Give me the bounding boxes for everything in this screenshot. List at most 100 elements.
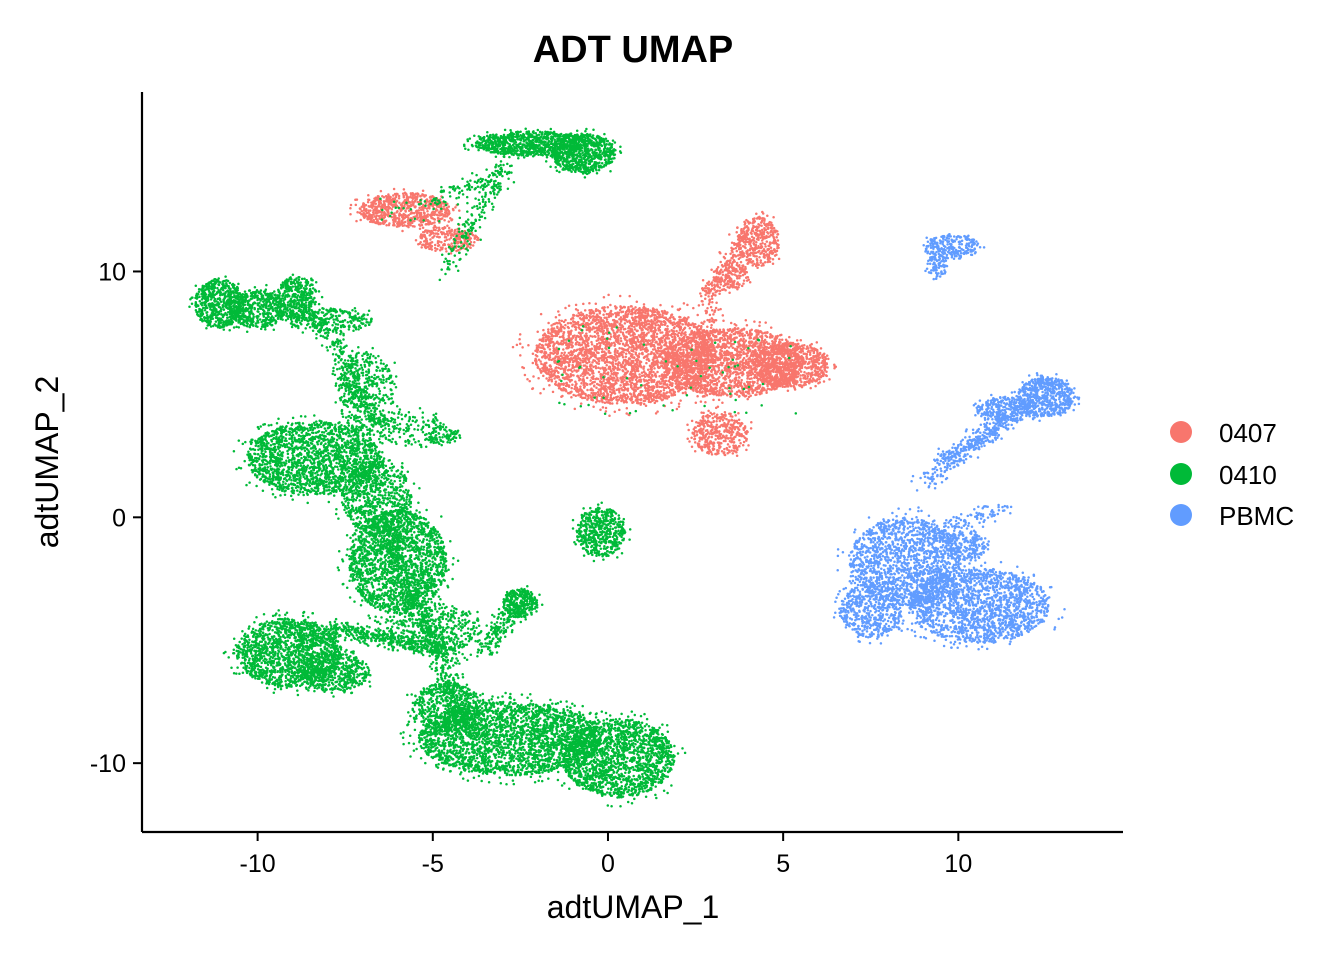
scatter-point: [673, 352, 677, 356]
scatter-point: [662, 349, 666, 352]
scatter-point: [593, 320, 596, 323]
scatter-point: [553, 342, 556, 346]
scatter-point: [385, 200, 388, 203]
scatter-point: [429, 244, 433, 248]
scatter-point: [678, 338, 682, 341]
scatter-point: [621, 347, 624, 351]
scatter-point: [518, 333, 522, 336]
scatter-point: [745, 324, 749, 327]
scatter-point: [562, 348, 565, 351]
scatter-point: [658, 315, 662, 319]
scatter-point: [469, 240, 473, 244]
scatter-point: [666, 311, 669, 314]
scatter-point: [684, 331, 687, 334]
scatter-point: [608, 398, 612, 402]
scatter-point: [580, 347, 584, 351]
scatter-point: [550, 340, 554, 343]
scatter-point: [550, 378, 553, 381]
scatter-point: [387, 212, 390, 216]
scatter-point: [550, 352, 554, 355]
scatter-point: [360, 205, 364, 209]
scatter-point: [624, 371, 627, 375]
scatter-point: [615, 401, 619, 405]
scatter-point: [701, 364, 704, 368]
scatter-point: [637, 340, 640, 344]
scatter-point: [694, 322, 697, 326]
scatter-point: [652, 360, 655, 363]
scatter-point: [463, 239, 467, 243]
scatter-point: [542, 347, 546, 350]
scatter-point: [632, 307, 635, 311]
scatter-point: [578, 316, 582, 320]
scatter-point: [385, 195, 388, 198]
scatter-point: [654, 361, 658, 364]
scatter-point: [402, 221, 405, 224]
scatter-point: [552, 347, 555, 350]
scatter-point: [657, 327, 660, 330]
scatter-point: [613, 319, 616, 323]
scatter-point: [614, 354, 618, 357]
scatter-point: [697, 324, 701, 328]
scatter-point: [603, 306, 606, 309]
scatter-point: [624, 310, 628, 314]
scatter-point: [634, 378, 638, 381]
scatter-point: [449, 236, 453, 240]
scatter-point: [607, 379, 611, 383]
scatter-point: [666, 345, 669, 348]
scatter-point: [430, 211, 434, 215]
scatter-point: [374, 199, 377, 203]
scatter-point: [633, 318, 636, 322]
scatter-point: [630, 349, 633, 352]
scatter-point: [563, 351, 566, 354]
scatter-point: [682, 317, 686, 320]
scatter-point: [609, 351, 612, 355]
scatter-point: [558, 363, 562, 367]
scatter-point: [609, 386, 612, 389]
scatter-point: [543, 350, 546, 354]
scatter-point: [601, 406, 605, 409]
scatter-point: [549, 332, 552, 335]
scatter-point: [366, 200, 370, 204]
scatter-point: [519, 354, 522, 357]
scatter-point: [574, 303, 578, 307]
scatter-point: [729, 395, 732, 398]
scatter-point: [585, 383, 589, 386]
scatter-point: [582, 368, 586, 371]
scatter-point: [638, 393, 641, 396]
scatter-point: [629, 370, 633, 374]
scatter-point: [608, 365, 612, 369]
scatter-point: [578, 351, 581, 355]
scatter-point: [648, 375, 651, 379]
scatter-point: [595, 377, 598, 380]
scatter-point: [625, 393, 629, 396]
scatter-point: [441, 227, 444, 230]
scatter-point: [538, 346, 542, 349]
scatter-point: [666, 385, 670, 388]
scatter-point: [375, 205, 379, 209]
scatter-point: [654, 328, 657, 332]
scatter-point: [539, 360, 542, 363]
scatter-point: [382, 200, 386, 203]
scatter-point: [446, 208, 450, 212]
scatter-point: [746, 397, 749, 401]
scatter-point: [587, 318, 591, 322]
scatter-point: [628, 380, 631, 383]
scatter-point: [627, 357, 631, 360]
scatter-point: [373, 209, 377, 212]
scatter-point: [542, 369, 546, 373]
scatter-point: [631, 344, 634, 348]
scatter-point: [544, 338, 548, 342]
scatter-point: [629, 334, 632, 337]
scatter-point: [548, 335, 551, 338]
scatter-point: [562, 332, 565, 335]
scatter-point: [431, 204, 435, 208]
scatter-point: [661, 385, 664, 388]
scatter-point: [618, 408, 621, 412]
scatter-point: [592, 405, 595, 408]
scatter-point: [431, 194, 434, 198]
scatter-point: [660, 364, 663, 367]
scatter-point: [596, 357, 600, 361]
scatter-point: [411, 194, 415, 197]
scatter-point: [596, 390, 600, 394]
scatter-point: [585, 326, 588, 329]
